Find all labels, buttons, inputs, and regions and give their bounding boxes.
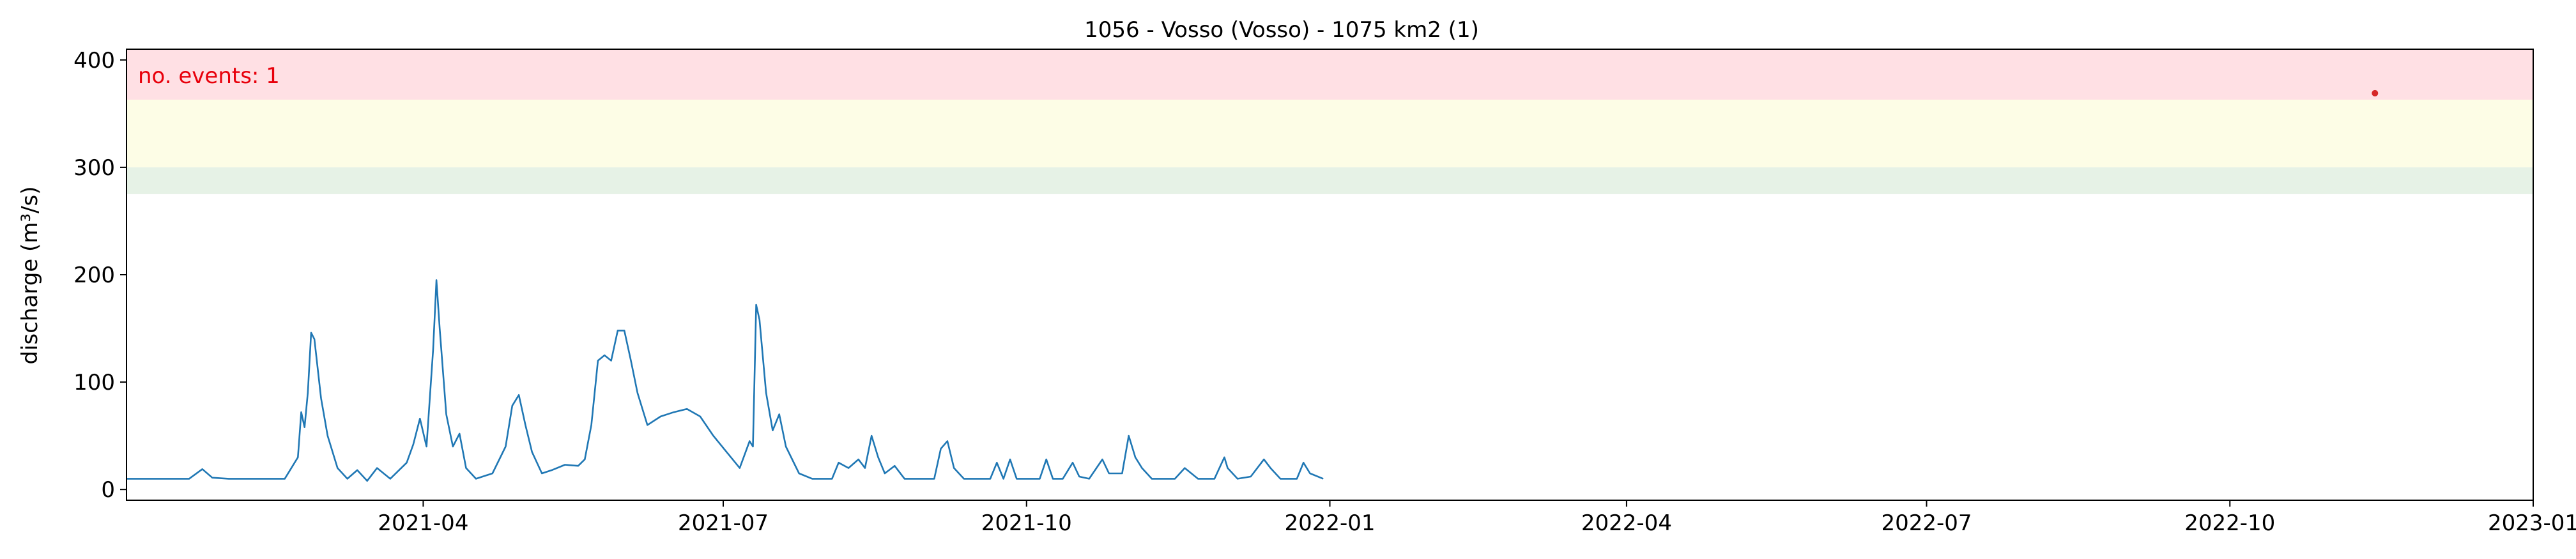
event-marker-0 bbox=[2372, 89, 2379, 96]
threshold-bands bbox=[126, 49, 2533, 194]
x-tick-label: 2021-10 bbox=[981, 510, 1072, 536]
x-tick-label: 2022-04 bbox=[1581, 510, 1672, 536]
event-count-annotation: no. events: 1 bbox=[138, 63, 280, 89]
events-layer bbox=[2372, 89, 2379, 96]
x-tick-label: 2023-01 bbox=[2488, 510, 2576, 536]
x-tick-label: 2021-04 bbox=[378, 510, 468, 536]
y-tick-label: 100 bbox=[73, 370, 115, 395]
threshold-band-1 bbox=[126, 100, 2533, 167]
x-tick-label: 2022-10 bbox=[2184, 510, 2275, 536]
x-tick-label: 2021-07 bbox=[678, 510, 769, 536]
chart-title: 1056 - Vosso (Vosso) - 1075 km2 (1) bbox=[1084, 17, 1479, 43]
series-line-0 bbox=[126, 279, 1324, 482]
x-tick-label: 2022-01 bbox=[1284, 510, 1375, 536]
y-tick-label: 400 bbox=[73, 48, 115, 73]
y-tick-label: 0 bbox=[101, 477, 115, 503]
axes: 0 100 200 300 400 2021-04 2021-07 2021-10 2022-0… bbox=[73, 48, 2576, 536]
y-axis-label: discharge (m³/s) bbox=[17, 187, 43, 365]
threshold-band-0 bbox=[126, 167, 2533, 194]
series-layer bbox=[126, 279, 1324, 482]
y-tick-label: 200 bbox=[73, 263, 115, 288]
y-tick-label: 300 bbox=[73, 155, 115, 181]
threshold-band-2 bbox=[126, 49, 2533, 100]
x-tick-label: 2022-07 bbox=[1881, 510, 1972, 536]
